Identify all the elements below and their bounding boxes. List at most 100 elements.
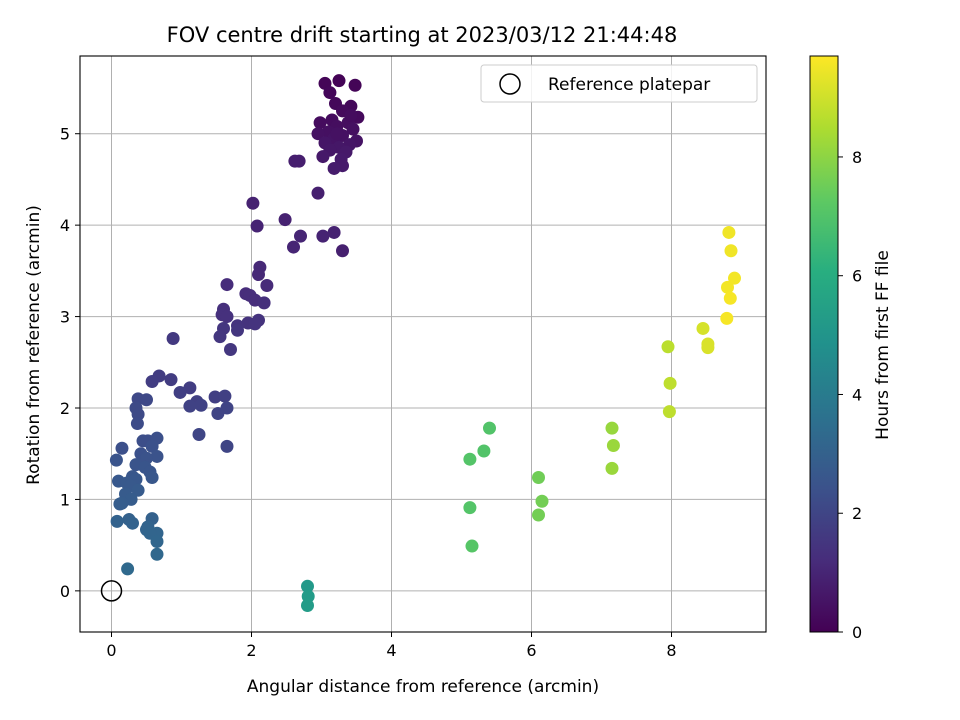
scatter-point <box>131 483 145 497</box>
legend-label: Reference platepar <box>548 75 710 95</box>
scatter-point <box>113 497 127 511</box>
colorbar-label: Hours from first FF file <box>873 250 893 440</box>
scatter-point <box>150 534 164 548</box>
scatter-point <box>722 225 736 239</box>
scatter-point <box>316 150 330 164</box>
scatter-point <box>220 278 234 292</box>
colorbar-frame <box>809 55 839 633</box>
scatter-point <box>701 341 715 355</box>
scatter-point <box>252 268 265 282</box>
scatter-point <box>110 514 124 528</box>
scatter-point <box>663 376 677 390</box>
scatter-point <box>150 547 164 561</box>
scatter-point <box>313 116 327 130</box>
scatter-point <box>287 240 300 254</box>
scatter-point <box>183 381 197 395</box>
scatter-point <box>723 291 737 305</box>
scatter-point <box>164 373 178 387</box>
scatter-point <box>260 278 274 292</box>
scatter-point <box>218 389 232 403</box>
scatter-point <box>327 161 341 175</box>
scatter-point <box>121 562 135 576</box>
legend-marker-open-circle <box>499 73 521 95</box>
scatter-point <box>463 452 477 466</box>
scatter-point <box>483 421 496 435</box>
scatter-point <box>661 340 675 354</box>
scatter-point <box>301 598 314 612</box>
scatter-point <box>231 323 244 337</box>
scatter-point <box>332 74 346 88</box>
scatter-point <box>211 406 225 420</box>
scatter-point <box>246 196 260 210</box>
y-tick-label: 1 <box>60 490 70 509</box>
scatter-point <box>336 244 349 258</box>
scatter-point <box>327 225 341 239</box>
scatter-point <box>605 421 619 435</box>
scatter-point <box>166 332 180 346</box>
reference-platepar-marker <box>100 580 123 602</box>
x-axis-ticks: 0 2 4 6 8 <box>106 632 677 660</box>
scatter-point <box>278 213 292 227</box>
scatter-point <box>145 439 159 453</box>
scatter-point <box>606 438 620 452</box>
chart-title: FOV centre drift starting at 2023/03/12 … <box>167 23 678 47</box>
colorbar-tick-label: 4 <box>852 385 862 404</box>
scatter-point <box>344 108 358 122</box>
x-tick-label: 0 <box>106 641 116 660</box>
scatter-point <box>109 453 123 467</box>
scatter-point <box>662 405 676 419</box>
scatter-point <box>183 399 197 413</box>
colorbar-gradient <box>810 56 838 632</box>
x-tick-label: 2 <box>246 641 256 660</box>
scatter-point <box>724 244 738 258</box>
x-gridlines <box>111 56 672 632</box>
scatter-point <box>257 296 271 310</box>
scatter-point <box>323 86 337 100</box>
scatter-point <box>311 127 325 141</box>
scatter-point <box>348 78 362 92</box>
scatter-point <box>316 229 330 243</box>
y-axis-ticks: 0 1 2 3 4 5 <box>60 125 80 601</box>
colorbar-tick-label: 8 <box>852 148 862 167</box>
plot-frame <box>79 55 767 633</box>
scatter-point <box>696 321 710 335</box>
colorbar-ticks: 0 2 4 6 8 <box>838 148 862 642</box>
scatter-point <box>728 271 741 285</box>
plot-background <box>80 56 766 632</box>
y-tick-label: 0 <box>60 582 70 601</box>
scatter-point <box>130 417 144 431</box>
scatter-point <box>346 122 360 136</box>
y-tick-label: 3 <box>60 308 70 327</box>
x-tick-label: 8 <box>666 641 676 660</box>
colorbar-tick-label: 2 <box>852 504 862 523</box>
scatter-point <box>220 310 234 324</box>
scatter-point <box>192 428 206 442</box>
scatter-point <box>301 579 314 593</box>
legend: Reference platepar <box>480 64 758 103</box>
y-axis-label: Rotation from reference (arcmin) <box>24 205 44 485</box>
scatter-point <box>220 439 234 453</box>
y-tick-label: 2 <box>60 399 70 418</box>
x-axis-label: Angular distance from reference (arcmin) <box>247 677 599 697</box>
scatter-point <box>248 317 262 331</box>
y-tick-label: 4 <box>60 216 70 235</box>
scatter-point <box>477 444 491 458</box>
x-tick-label: 6 <box>526 641 536 660</box>
scatter-point <box>720 311 734 325</box>
scatter-point <box>224 342 237 356</box>
x-tick-label: 4 <box>386 641 396 660</box>
scatter-point <box>208 390 222 404</box>
scatter-point <box>145 470 159 484</box>
scatter-point <box>150 449 164 463</box>
scatter-point <box>173 385 187 399</box>
scatter-point <box>250 219 264 233</box>
colorbar-tick-label: 0 <box>852 623 862 642</box>
legend-box <box>480 64 758 103</box>
scatter-point <box>532 470 545 484</box>
scatter-points <box>109 74 741 612</box>
plot-area <box>79 55 767 633</box>
scatter-point <box>605 461 619 475</box>
scatter-point <box>115 441 129 455</box>
scatter-point <box>145 374 159 388</box>
